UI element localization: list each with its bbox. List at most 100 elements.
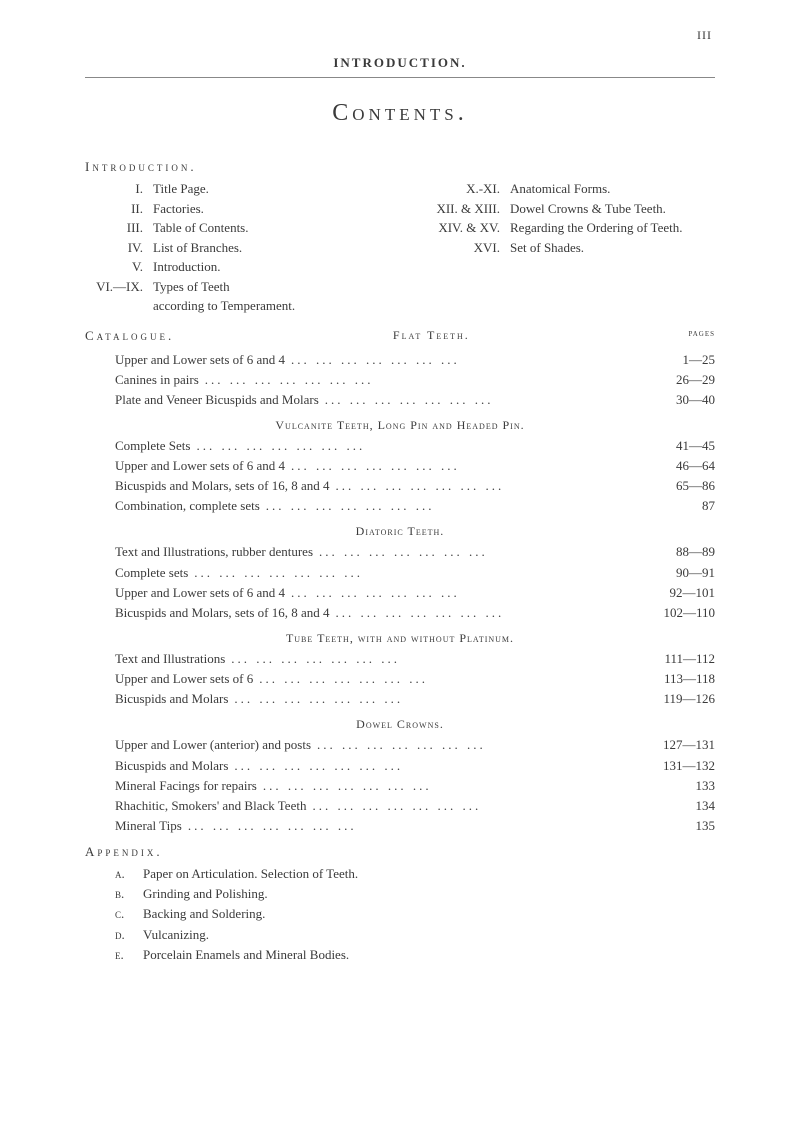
entry-row: Upper and Lower (anterior) and posts... … bbox=[85, 735, 715, 755]
entry-label: Plate and Veneer Bicuspids and Molars bbox=[115, 390, 319, 410]
entry-dots: ... ... ... ... ... ... ... bbox=[313, 542, 647, 562]
sections-container: Upper and Lower sets of 6 and 4... ... .… bbox=[85, 350, 715, 837]
intro-item: III.Table of Contents. bbox=[85, 218, 385, 238]
entry-pages: 41—45 bbox=[647, 436, 715, 456]
entry-dots: ... ... ... ... ... ... ... bbox=[199, 370, 647, 390]
entry-row: Canines in pairs... ... ... ... ... ... … bbox=[85, 370, 715, 390]
entry-row: Mineral Facings for repairs... ... ... .… bbox=[85, 776, 715, 796]
entry-pages: 88—89 bbox=[647, 542, 715, 562]
entry-row: Upper and Lower sets of 6 and 4... ... .… bbox=[85, 583, 715, 603]
intro-num: V. bbox=[85, 257, 153, 277]
introduction-heading: Introduction. bbox=[85, 159, 715, 175]
entry-dots: ... ... ... ... ... ... ... bbox=[182, 816, 647, 836]
entry-label: Complete Sets bbox=[115, 436, 190, 456]
entry-label: Mineral Facings for repairs bbox=[115, 776, 257, 796]
intro-num: IV. bbox=[85, 238, 153, 258]
entry-pages: 90—91 bbox=[647, 563, 715, 583]
intro-num: VI.—IX. bbox=[85, 277, 153, 297]
entry-pages: 133 bbox=[647, 776, 715, 796]
entry-label: Bicuspids and Molars, sets of 16, 8 and … bbox=[115, 476, 329, 496]
intro-text: Dowel Crowns & Tube Teeth. bbox=[510, 199, 715, 219]
entry-row: Text and Illustrations... ... ... ... ..… bbox=[85, 649, 715, 669]
entry-dots: ... ... ... ... ... ... ... bbox=[306, 796, 647, 816]
entry-label: Upper and Lower sets of 6 bbox=[115, 669, 253, 689]
intro-item: XII. & XIII.Dowel Crowns & Tube Teeth. bbox=[415, 199, 715, 219]
intro-text: Anatomical Forms. bbox=[510, 179, 715, 199]
intro-item: IV.List of Branches. bbox=[85, 238, 385, 258]
entry-label: Upper and Lower sets of 6 and 4 bbox=[115, 583, 285, 603]
entry-dots: ... ... ... ... ... ... ... bbox=[253, 669, 647, 689]
entry-row: Plate and Veneer Bicuspids and Molars...… bbox=[85, 390, 715, 410]
entry-pages: 1—25 bbox=[647, 350, 715, 370]
entry-label: Upper and Lower (anterior) and posts bbox=[115, 735, 311, 755]
entry-dots: ... ... ... ... ... ... ... bbox=[225, 649, 647, 669]
intro-item: X.-XI.Anatomical Forms. bbox=[415, 179, 715, 199]
entry-row: Bicuspids and Molars... ... ... ... ... … bbox=[85, 689, 715, 709]
entry-label: Rhachitic, Smokers' and Black Teeth bbox=[115, 796, 306, 816]
intro-text: Regarding the Ordering of Teeth. bbox=[510, 218, 715, 238]
entry-pages: 127—131 bbox=[647, 735, 715, 755]
entry-dots: ... ... ... ... ... ... ... bbox=[228, 689, 647, 709]
main-title: Contents. bbox=[85, 100, 715, 127]
intro-text: Set of Shades. bbox=[510, 238, 715, 258]
intro-text: Table of Contents. bbox=[153, 218, 385, 238]
intro-text: List of Branches. bbox=[153, 238, 385, 258]
subsection-heading: Diatoric Teeth. bbox=[85, 524, 715, 539]
intro-num: III. bbox=[85, 218, 153, 238]
intro-text: Introduction. bbox=[153, 257, 385, 277]
intro-num: X.-XI. bbox=[415, 179, 510, 199]
entry-pages: 65—86 bbox=[647, 476, 715, 496]
intro-num: XIV. & XV. bbox=[415, 218, 510, 238]
catalogue-header: Catalogue. Flat Teeth. pages bbox=[85, 328, 715, 344]
appendix-item: b.Grinding and Polishing. bbox=[85, 884, 715, 904]
catalogue-heading: Catalogue. bbox=[85, 328, 174, 344]
intro-left-col: I.Title Page.II.Factories.III.Table of C… bbox=[85, 179, 385, 316]
entry-row: Text and Illustrations, rubber dentures.… bbox=[85, 542, 715, 562]
intro-extra: according to Temperament. bbox=[85, 296, 385, 316]
intro-item: II.Factories. bbox=[85, 199, 385, 219]
entry-pages: 30—40 bbox=[647, 390, 715, 410]
entry-label: Canines in pairs bbox=[115, 370, 199, 390]
entry-row: Mineral Tips... ... ... ... ... ... ...1… bbox=[85, 816, 715, 836]
appendix-letter: a. bbox=[115, 864, 143, 884]
entry-dots: ... ... ... ... ... ... ... bbox=[285, 583, 647, 603]
intro-item: V.Introduction. bbox=[85, 257, 385, 277]
entry-pages: 134 bbox=[647, 796, 715, 816]
appendix-text: Backing and Soldering. bbox=[143, 904, 715, 924]
intro-item: XIV. & XV.Regarding the Ordering of Teet… bbox=[415, 218, 715, 238]
appendix-item: e.Porcelain Enamels and Mineral Bodies. bbox=[85, 945, 715, 965]
appendix-text: Grinding and Polishing. bbox=[143, 884, 715, 904]
appendix-text: Porcelain Enamels and Mineral Bodies. bbox=[143, 945, 715, 965]
entry-label: Text and Illustrations, rubber dentures bbox=[115, 542, 313, 562]
entry-row: Complete sets... ... ... ... ... ... ...… bbox=[85, 563, 715, 583]
appendix-letter: e. bbox=[115, 945, 143, 965]
entry-dots: ... ... ... ... ... ... ... bbox=[311, 735, 647, 755]
entry-dots: ... ... ... ... ... ... ... bbox=[188, 563, 647, 583]
entry-label: Upper and Lower sets of 6 and 4 bbox=[115, 350, 285, 370]
entry-dots: ... ... ... ... ... ... ... bbox=[319, 390, 647, 410]
entry-pages: 87 bbox=[647, 496, 715, 516]
intro-num: XVI. bbox=[415, 238, 510, 258]
entry-pages: 119—126 bbox=[647, 689, 715, 709]
entry-row: Bicuspids and Molars, sets of 16, 8 and … bbox=[85, 603, 715, 623]
subsection-heading: Tube Teeth, with and without Platinum. bbox=[85, 631, 715, 646]
entry-dots: ... ... ... ... ... ... ... bbox=[329, 603, 647, 623]
introduction-columns: I.Title Page.II.Factories.III.Table of C… bbox=[85, 179, 715, 316]
entry-label: Text and Illustrations bbox=[115, 649, 225, 669]
entry-pages: 102—110 bbox=[647, 603, 715, 623]
entry-dots: ... ... ... ... ... ... ... bbox=[228, 756, 647, 776]
entry-row: Bicuspids and Molars, sets of 16, 8 and … bbox=[85, 476, 715, 496]
entry-pages: 26—29 bbox=[647, 370, 715, 390]
intro-text: Types of Teeth bbox=[153, 277, 385, 297]
appendix-item: d.Vulcanizing. bbox=[85, 925, 715, 945]
appendix-letter: b. bbox=[115, 884, 143, 904]
entry-pages: 131—132 bbox=[647, 756, 715, 776]
entry-pages: 111—112 bbox=[647, 649, 715, 669]
intro-num: II. bbox=[85, 199, 153, 219]
appendix-container: a.Paper on Articulation. Selection of Te… bbox=[85, 864, 715, 965]
entry-row: Upper and Lower sets of 6... ... ... ...… bbox=[85, 669, 715, 689]
entry-row: Combination, complete sets... ... ... ..… bbox=[85, 496, 715, 516]
entry-pages: 113—118 bbox=[647, 669, 715, 689]
intro-text: Title Page. bbox=[153, 179, 385, 199]
appendix-text: Vulcanizing. bbox=[143, 925, 715, 945]
